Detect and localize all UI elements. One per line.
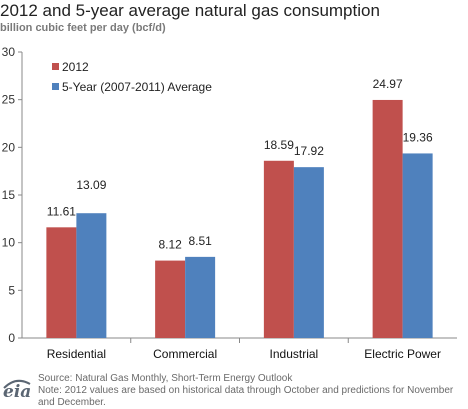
data-label: 17.92 <box>294 144 324 158</box>
data-label: 19.36 <box>403 130 433 144</box>
chart-subtitle: billion cubic feet per day (bcf/d) <box>0 22 166 34</box>
y-tick-label: 30 <box>2 45 16 59</box>
bar-2012 <box>46 227 77 338</box>
bar-2012 <box>155 260 186 338</box>
y-tick-label: 10 <box>2 236 16 250</box>
data-label: 18.59 <box>264 138 294 152</box>
y-tick-label: 25 <box>2 93 16 107</box>
legend-label: 5-Year (2007-2011) Average <box>62 80 212 94</box>
data-label: 13.09 <box>76 178 106 192</box>
bar-2012 <box>372 99 403 338</box>
y-tick-label: 5 <box>8 283 15 297</box>
note-text: Note: 2012 values are based on historica… <box>38 385 454 408</box>
legend-label: 2012 <box>62 60 89 74</box>
legend-swatch <box>52 63 59 70</box>
data-label: 8.12 <box>158 238 182 252</box>
x-category-label: Electric Power <box>364 347 441 361</box>
x-category-label: Residential <box>47 347 106 361</box>
data-label: 11.61 <box>47 204 76 218</box>
bar-5yr-average <box>402 153 433 338</box>
chart-title: 2012 and 5-year average natural gas cons… <box>0 1 380 20</box>
bar-2012 <box>263 160 294 338</box>
y-tick-label: 0 <box>8 331 15 345</box>
x-category-label: Commercial <box>153 347 217 361</box>
y-tick-label: 15 <box>2 188 16 202</box>
y-tick-label: 20 <box>2 140 16 154</box>
x-category-label: Industrial <box>270 347 319 361</box>
source-note: Source: Natural Gas Monthly, Short-Term … <box>38 373 463 409</box>
legend-swatch <box>52 83 59 90</box>
bar-5yr-average <box>185 256 216 338</box>
data-label: 8.51 <box>188 234 212 248</box>
bar-5yr-average <box>76 213 107 338</box>
logo-arc-icon <box>3 379 31 389</box>
eia-logo: eia <box>3 382 32 402</box>
source-text: Source: Natural Gas Monthly, Short-Term … <box>38 373 293 384</box>
data-label: 24.97 <box>373 77 403 91</box>
bar-5yr-average <box>293 167 324 338</box>
bar-chart: 0 5 10 15 20 25 30 Residential Commercial Industr… <box>2 45 457 361</box>
